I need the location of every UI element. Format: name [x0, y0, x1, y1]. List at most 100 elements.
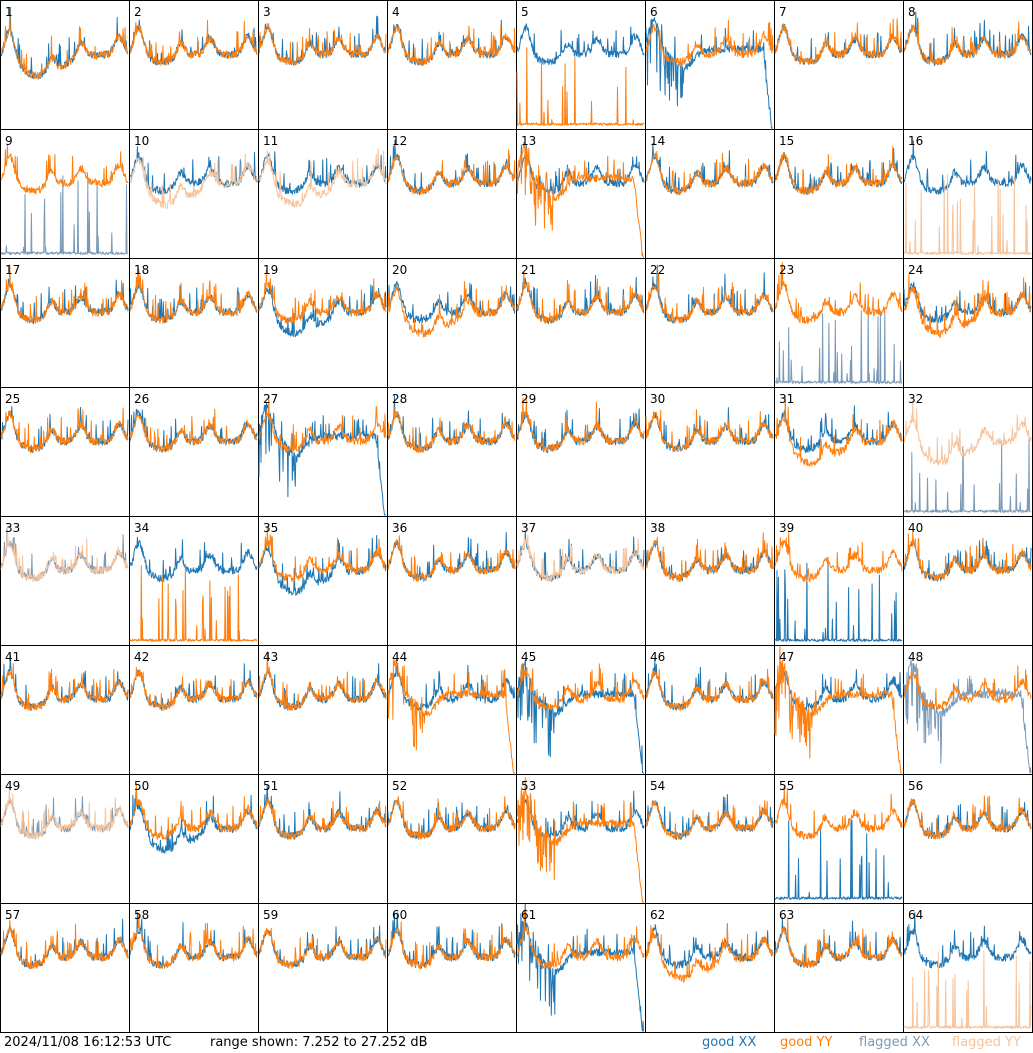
panel-frame: [516, 774, 646, 904]
panel-frame: [387, 129, 517, 259]
series-yy-good: [903, 665, 1032, 710]
panel-6: 6: [645, 0, 775, 130]
series-yy-good: [774, 395, 903, 467]
panel-59: 59: [258, 903, 388, 1033]
panel-number: 13: [521, 134, 536, 148]
series-yy-flagged: [903, 174, 1032, 255]
series-xx-flagged: [0, 175, 129, 255]
series-yy-good: [0, 407, 129, 454]
panel-number: 30: [650, 392, 665, 406]
panel-frame: [645, 0, 775, 130]
panel-14: 14: [645, 129, 775, 259]
panel-number: 59: [263, 908, 278, 922]
panel-number: 20: [392, 263, 407, 277]
series-yy-good: [387, 796, 516, 840]
panel-54: 54: [645, 774, 775, 904]
series-yy-good: [774, 146, 903, 195]
panel-number: 11: [263, 134, 278, 148]
series-yy-good: [0, 663, 129, 712]
panel-number: 27: [263, 392, 278, 406]
series-yy-good: [774, 645, 902, 774]
panel-frame: [258, 903, 388, 1033]
series-yy-good: [258, 269, 387, 325]
panel-frame: [258, 774, 388, 904]
series-yy-good: [516, 141, 644, 258]
panel-number: 10: [134, 134, 149, 148]
panel-number: 46: [650, 650, 665, 664]
series-yy-good: [516, 909, 645, 970]
series-yy-good: [129, 785, 258, 840]
panel-35: 35: [258, 516, 388, 646]
panel-frame: [516, 516, 646, 646]
panel-number: 39: [779, 521, 794, 535]
series-yy-good: [516, 47, 645, 126]
panel-frame: [129, 516, 259, 646]
series-yy-good: [129, 19, 258, 66]
timestamp: 2024/11/08 16:12:53 UTC: [4, 1035, 172, 1050]
panel-number: 23: [779, 263, 794, 277]
panel-32: 32: [903, 387, 1033, 517]
panel-number: 41: [5, 650, 20, 664]
panel-number: 33: [5, 521, 20, 535]
series-yy-good: [903, 21, 1032, 65]
series-yy-good: [387, 24, 516, 67]
panel-33: 33: [0, 516, 130, 646]
panel-64: 64: [903, 903, 1033, 1033]
series-yy-good: [516, 270, 645, 324]
series-yy-good: [258, 526, 387, 582]
series-yy-good: [645, 800, 774, 840]
series-yy-good: [387, 281, 516, 338]
panel-number: 22: [650, 263, 665, 277]
series-yy-good: [645, 668, 774, 711]
panel-number: 51: [263, 779, 278, 793]
panel-38: 38: [645, 516, 775, 646]
series-xx-good: [387, 19, 516, 66]
panel-frame: [516, 258, 646, 388]
panel-63: 63: [774, 903, 904, 1033]
series-yy-good: [645, 532, 774, 583]
series-yy-good: [129, 268, 258, 324]
panel-number: 49: [5, 779, 20, 793]
panel-number: 3: [263, 5, 271, 19]
panel-frame: [645, 516, 775, 646]
series-xx-good: [903, 912, 1032, 969]
panel-frame: [774, 129, 904, 259]
footer: 2024/11/08 16:12:53 UTC range shown: 7.2…: [0, 1033, 1033, 1053]
panel-8: 8: [903, 0, 1033, 130]
panel-frame: [258, 0, 388, 130]
series-yy-good: [0, 264, 129, 324]
series-yy-good: [645, 923, 774, 983]
panel-frame: [387, 774, 517, 904]
panel-62: 62: [645, 903, 775, 1033]
panel-number: 43: [263, 650, 278, 664]
series-xx-flagged: [774, 307, 903, 384]
panel-number: 64: [908, 908, 923, 922]
panel-number: 9: [5, 134, 13, 148]
panel-36: 36: [387, 516, 517, 646]
panel-number: 26: [134, 392, 149, 406]
panel-1: 1: [0, 0, 130, 130]
panel-number: 42: [134, 650, 149, 664]
panel-number: 57: [5, 908, 20, 922]
panel-45: 45: [516, 645, 646, 775]
panel-10: 10: [129, 129, 259, 259]
panel-number: 60: [392, 908, 407, 922]
panel-number: 19: [263, 263, 278, 277]
panel-43: 43: [258, 645, 388, 775]
series-yy-good: [774, 918, 903, 968]
panel-number: 38: [650, 521, 665, 535]
series-yy-good: [258, 651, 387, 711]
series-yy-good: [258, 927, 387, 969]
panel-19: 19: [258, 258, 388, 388]
panel-29: 29: [516, 387, 646, 517]
series-yy-flagged: [516, 534, 645, 583]
series-yy-good: [258, 797, 387, 840]
panel-number: 32: [908, 392, 923, 406]
series-yy-good: [903, 795, 1032, 840]
panel-number: 29: [521, 392, 536, 406]
series-yy-good: [774, 18, 903, 66]
series-yy-good: [0, 10, 129, 80]
panel-42: 42: [129, 645, 259, 775]
panel-40: 40: [903, 516, 1033, 646]
panel-52: 52: [387, 774, 517, 904]
